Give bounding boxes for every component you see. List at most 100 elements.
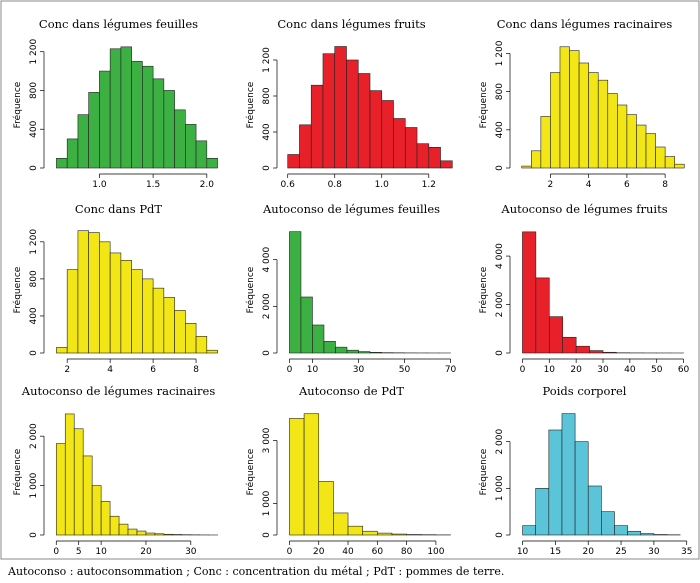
bar [655, 146, 666, 169]
y-tick-label: 2 000 [495, 291, 505, 317]
bar [99, 70, 111, 169]
bar [416, 143, 430, 169]
x-tick-label: 30 [648, 547, 660, 557]
y-tick-label: 4 000 [495, 243, 505, 269]
x-tick-label: 20 [570, 365, 582, 375]
bar [120, 46, 132, 169]
x-tick-label: 6 [624, 180, 630, 190]
x-tick-label: 8 [193, 365, 199, 375]
y-tick-label: 1 200 [29, 229, 39, 255]
y-tick-label: 1 200 [495, 40, 505, 66]
bar [56, 158, 68, 169]
x-tick-label: 0 [520, 365, 526, 375]
bar [578, 62, 589, 169]
y-axis-label: Fréquence [12, 448, 23, 495]
bar [569, 50, 580, 169]
y-tick-label: 0 [29, 165, 39, 171]
bar [602, 351, 617, 354]
x-tick-label: 20 [313, 547, 325, 557]
bar [195, 336, 208, 354]
y-axis-label: Fréquence [478, 266, 489, 313]
bar [118, 523, 129, 536]
x-tick-label: 0 [53, 547, 59, 557]
x-tick-label: 1.0 [92, 180, 107, 190]
bar [357, 73, 371, 169]
bar [185, 323, 197, 354]
bar [88, 232, 100, 354]
bar [674, 163, 685, 169]
bar [64, 413, 75, 536]
bar [56, 347, 68, 354]
x-tick-label: 40 [342, 547, 354, 557]
x-tick-label: 2.0 [200, 180, 215, 190]
bar [522, 525, 536, 536]
bar [152, 287, 165, 354]
x-tick-label: 2 [548, 180, 554, 190]
bar [289, 231, 302, 354]
x-tick-label: 0 [287, 365, 293, 375]
bar [82, 455, 93, 536]
chart-title: Conc dans légumes fruits [277, 17, 425, 31]
bar [109, 48, 122, 169]
x-tick-label: 2 [64, 365, 70, 375]
y-tick-label: 2 000 [29, 423, 39, 449]
y-axis-label: Fréquence [245, 81, 256, 128]
x-tick-label: 1.0 [375, 180, 390, 190]
bar [66, 269, 79, 354]
bar [369, 351, 382, 354]
bar [347, 525, 363, 536]
y-tick-label: 4 000 [262, 247, 272, 273]
x-tick-label: 0 [287, 547, 293, 557]
y-axis-label: Fréquence [245, 448, 256, 495]
bar [627, 530, 642, 536]
bar [404, 127, 418, 169]
x-tick-label: 50 [399, 365, 411, 375]
y-tick-label: 800 [29, 82, 39, 99]
y-tick-label: 2 000 [495, 429, 505, 455]
chart-title: Autoconso de légumes racinaires [21, 384, 216, 398]
bar [100, 501, 111, 536]
x-tick-label: 1.2 [422, 180, 436, 190]
bar [131, 269, 143, 354]
y-tick-label: 400 [29, 307, 39, 324]
bar [559, 46, 570, 169]
x-tick-label: 10 [307, 365, 319, 375]
y-tick-label: 800 [29, 270, 39, 287]
bar [109, 515, 120, 536]
bar [77, 114, 89, 169]
bar [575, 345, 590, 354]
bar [587, 485, 602, 536]
bar [346, 59, 359, 169]
chart-title: Autoconso de PdT [298, 384, 404, 398]
bar [535, 488, 550, 536]
bar [607, 93, 618, 169]
y-axis-label: Fréquence [478, 81, 489, 128]
bar [588, 72, 599, 169]
bar [303, 413, 320, 536]
bar [312, 324, 325, 354]
bar [626, 114, 637, 169]
x-tick-label: 10 [95, 547, 107, 557]
y-axis-label: Fréquence [478, 448, 489, 495]
bar [548, 316, 564, 354]
chart-title: Autoconso de légumes feuilles [262, 202, 440, 216]
bar [152, 78, 165, 169]
bar [521, 165, 532, 169]
x-tick-label: 8 [662, 180, 668, 190]
bar [77, 230, 89, 354]
x-tick-label: 4 [586, 180, 592, 190]
bar [393, 118, 406, 169]
bar [530, 150, 542, 169]
y-tick-label: 1 000 [495, 475, 505, 501]
bar [120, 260, 132, 354]
x-tick-label: 30 [185, 547, 197, 557]
bar [163, 90, 175, 169]
chart-title: Poids corporel [543, 384, 627, 398]
bar [369, 90, 383, 169]
bar [664, 156, 676, 169]
bar [540, 116, 551, 169]
bar [334, 46, 347, 169]
x-tick-label: 25 [615, 547, 626, 557]
x-tick-label: 0.8 [328, 180, 343, 190]
y-tick-label: 2 000 [262, 293, 272, 319]
